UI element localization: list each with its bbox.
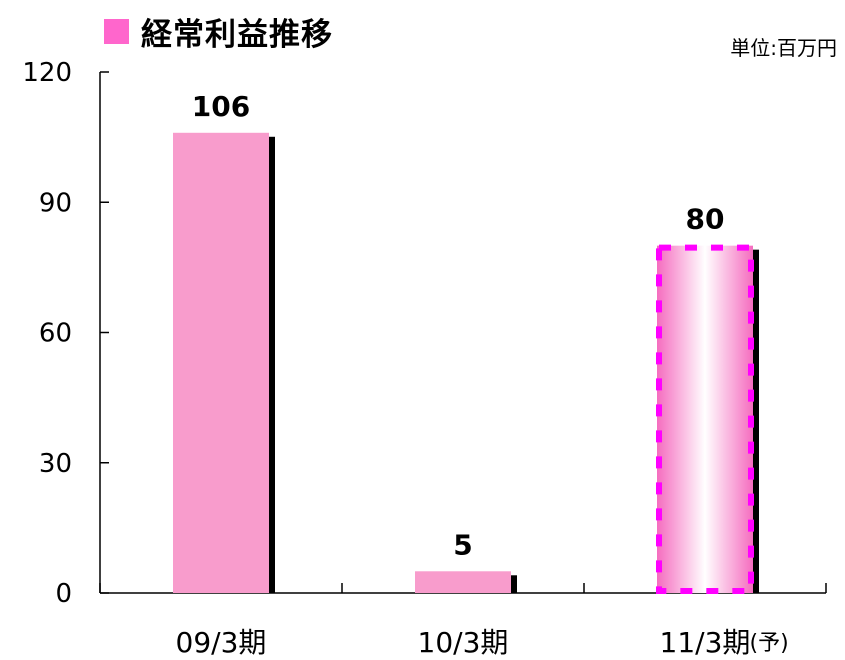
y-tick-label: 90 xyxy=(39,188,72,218)
title-legend-swatch xyxy=(104,18,129,44)
data-label: 5 xyxy=(453,528,472,561)
x-tick-label-suffix: (予) xyxy=(750,631,789,656)
chart-title-block: 経常利益推移 xyxy=(104,8,333,54)
y-tick-label: 0 xyxy=(55,579,72,609)
data-label: 80 xyxy=(686,203,725,236)
bar-forecast xyxy=(657,245,753,593)
bar xyxy=(173,132,269,594)
x-tick-label: 10/3期 xyxy=(418,626,509,659)
bar-shadow xyxy=(269,136,275,594)
y-tick-label: 60 xyxy=(39,319,72,349)
unit-label: 単位:百万円 xyxy=(730,36,837,60)
y-tick-label: 120 xyxy=(22,58,72,88)
y-tick-label: 30 xyxy=(39,449,72,479)
chart-title: 経常利益推移 xyxy=(141,16,333,53)
x-tick-label: 09/3期 xyxy=(176,626,267,659)
bar-shadow xyxy=(753,249,759,593)
bar-forecast-border xyxy=(656,244,754,595)
data-label: 106 xyxy=(192,90,250,123)
bar xyxy=(415,571,511,593)
x-tick-label: 11/3期 xyxy=(660,626,751,659)
bar-shadow xyxy=(511,575,517,593)
